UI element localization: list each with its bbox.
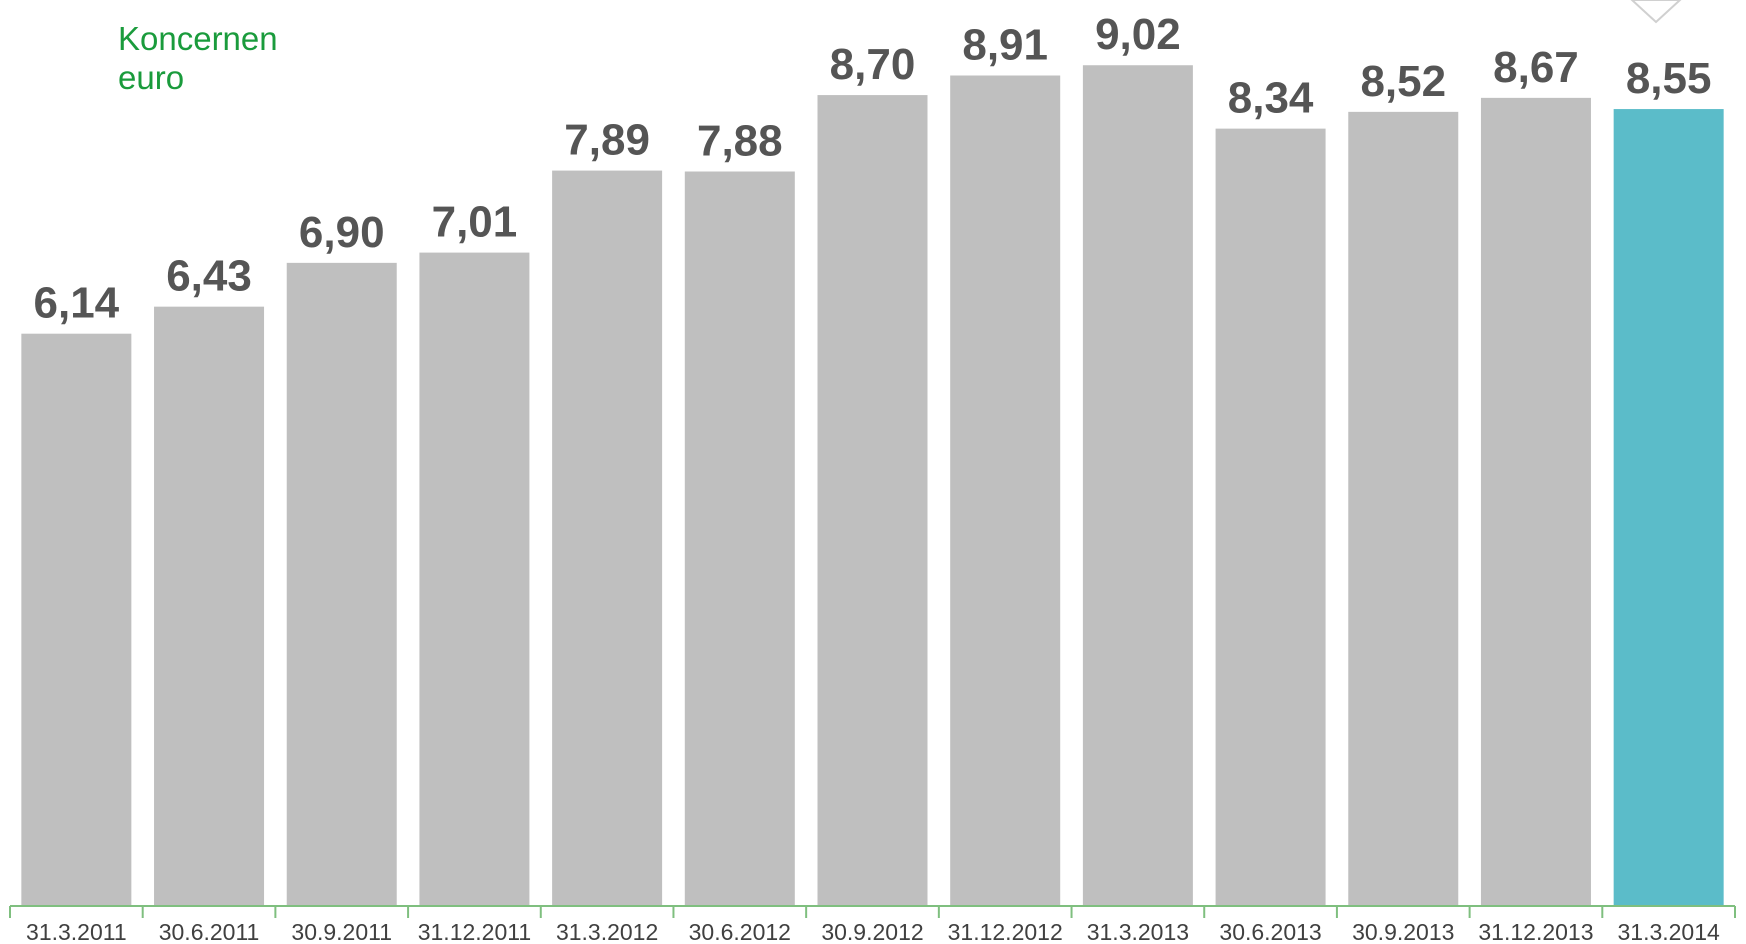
bar-4 [419,252,530,907]
bar-2 [154,306,265,906]
value-label-10: 8,34 [1228,74,1314,123]
tick-label-6: 30.6.2012 [689,919,791,944]
corner-marker-shape [1630,0,1682,24]
bar-12 [1480,97,1591,907]
value-label-5: 7,89 [564,116,650,165]
chart-subtitle: euro [118,59,184,96]
bar-13 [1613,109,1724,907]
bar-7 [817,95,928,906]
value-label-6: 7,88 [697,117,783,166]
bar-3 [286,262,397,907]
tick-label-8: 31.12.2012 [948,919,1063,944]
bars-group [21,65,1724,907]
x-axis-tick-labels: 31.3.2011 30.6.2011 30.9.2011 31.12.2011 31.… [26,919,1720,944]
tick-label-5: 31.3.2012 [556,919,658,944]
bar-9 [1082,65,1193,907]
tick-label-9: 31.3.2013 [1087,919,1189,944]
bar-8 [950,75,1061,906]
tick-label-11: 30.9.2013 [1352,919,1454,944]
bar-6 [684,171,795,907]
chart-title: Koncernen [118,20,278,57]
tick-label-13: 31.3.2014 [1617,919,1720,944]
tick-label-4: 31.12.2011 [418,919,531,944]
tick-label-12: 31.12.2013 [1478,919,1593,944]
value-label-11: 8,52 [1360,57,1446,106]
bar-11 [1348,111,1459,906]
value-label-8: 8,91 [962,21,1048,70]
value-label-12: 8,67 [1493,43,1579,92]
value-label-4: 7,01 [432,198,518,247]
tick-label-2: 30.6.2011 [159,919,260,944]
tick-label-3: 30.9.2011 [291,919,392,944]
tick-label-1: 31.3.2011 [26,919,127,944]
value-label-3: 6,90 [299,208,385,257]
x-axis-ticks [9,906,1736,918]
tick-label-7: 30.9.2012 [821,919,923,944]
value-label-2: 6,43 [166,252,252,301]
value-label-9: 9,02 [1095,10,1181,59]
bar-10 [1215,128,1326,906]
value-label-13: 8,55 [1626,54,1712,103]
value-label-1: 6,14 [34,279,120,328]
bar-1 [21,333,132,906]
tick-label-10: 30.6.2013 [1219,919,1321,944]
bar-5 [552,170,663,906]
value-label-7: 8,70 [830,40,916,89]
value-labels-group: 6,14 6,43 6,90 7,01 7,89 7,88 8,70 8,91 9,02 8,34… [34,10,1712,327]
